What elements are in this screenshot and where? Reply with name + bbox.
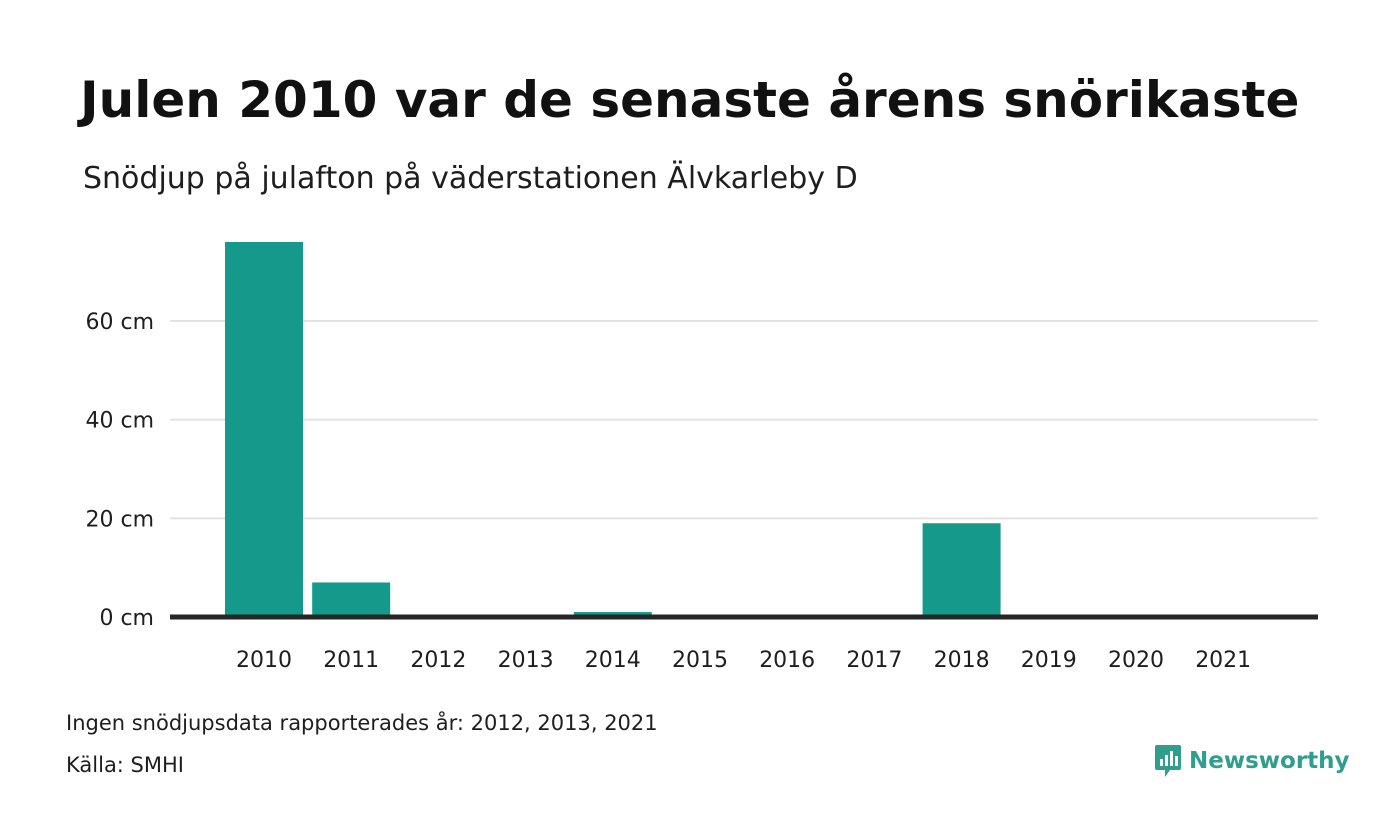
- x-tick-label: 2010: [236, 648, 292, 673]
- chart-title: Julen 2010 var de senaste årens snörikas…: [80, 71, 1300, 129]
- x-tick-label: 2017: [846, 648, 902, 673]
- x-tick-label: 2014: [585, 648, 641, 673]
- chart-subtitle: Snödjup på julafton på väderstationen Äl…: [83, 161, 858, 196]
- x-tick-label: 2018: [934, 648, 990, 673]
- bar-2018: [922, 523, 1001, 617]
- missing-data-note: Ingen snödjupsdata rapporterades år: 201…: [66, 711, 658, 735]
- x-tick-label: 2019: [1021, 648, 1077, 673]
- bar-2010: [225, 242, 303, 617]
- bar-chart: 0 cm 20 cm 40 cm 60 cm 2010 2011 2012 2013 2014 2…: [85, 242, 1318, 673]
- x-tick-label: 2020: [1108, 648, 1164, 673]
- brand-logo: Newsworthy: [1154, 744, 1350, 778]
- x-tick-label: 2013: [498, 648, 554, 673]
- x-tick-label: 2016: [759, 648, 815, 673]
- y-tick-label: 0 cm: [99, 606, 154, 631]
- x-tick-label: 2011: [323, 648, 379, 673]
- y-tick-label: 20 cm: [85, 507, 154, 532]
- y-tick-label: 40 cm: [85, 409, 154, 434]
- y-tick-label: 60 cm: [85, 310, 154, 335]
- x-tick-label: 2012: [410, 648, 466, 673]
- newsworthy-logo-icon: [1155, 745, 1181, 777]
- brand-name: Newsworthy: [1189, 748, 1350, 774]
- x-tick-label: 2015: [672, 648, 728, 673]
- bar-2011: [312, 582, 391, 617]
- source-label: Källa: SMHI: [66, 753, 184, 777]
- x-tick-label: 2021: [1195, 648, 1251, 673]
